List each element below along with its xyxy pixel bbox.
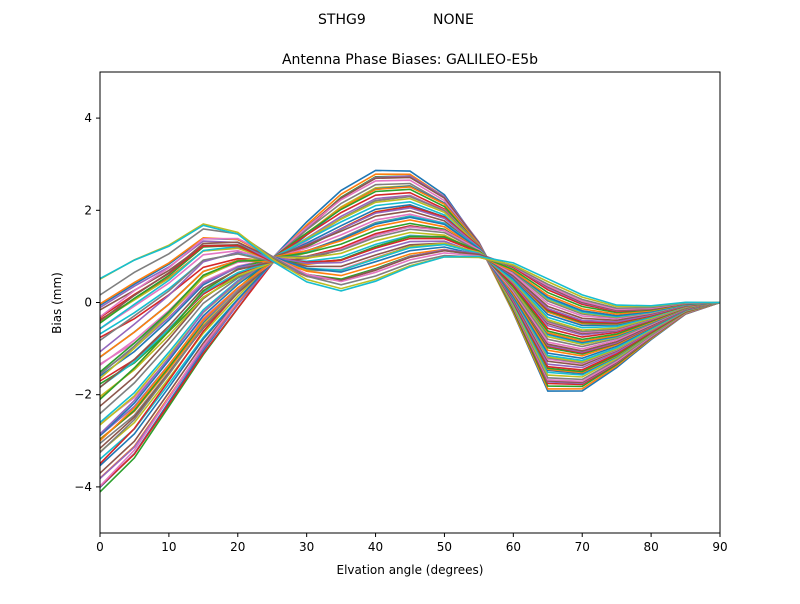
series-line [99, 203, 721, 437]
y-axis-ticks: −4 −2 0 2 4 [74, 111, 100, 494]
x-tick-label: 10 [161, 540, 176, 554]
series-line [99, 191, 721, 465]
series-lines [99, 169, 721, 493]
x-tick-label: 70 [575, 540, 590, 554]
series-line [99, 222, 721, 400]
series-line [99, 213, 721, 365]
series-line [99, 243, 721, 330]
x-tick-label: 80 [643, 540, 658, 554]
y-tick-label: 0 [84, 296, 92, 310]
series-line [99, 240, 721, 353]
y-tick-label: 2 [84, 203, 92, 217]
series-line [99, 237, 721, 318]
x-tick-label: 20 [230, 540, 245, 554]
x-tick-label: 0 [96, 540, 104, 554]
series-line [99, 224, 721, 307]
series-line [99, 228, 721, 310]
series-line [99, 200, 721, 424]
x-axis-ticks: 0 10 20 30 40 50 60 70 80 90 [96, 533, 728, 554]
series-line [99, 236, 721, 316]
series-line [99, 188, 721, 441]
y-axis-label: Bias (mm) [50, 272, 64, 334]
suptitle-station: STHG9 [318, 12, 366, 28]
y-tick-label: −2 [74, 388, 92, 402]
chart-title: Antenna Phase Biases: GALILEO-E5b [282, 52, 538, 68]
suptitle-antenna: NONE [433, 12, 474, 28]
series-line [99, 223, 720, 308]
x-tick-label: 90 [712, 540, 727, 554]
series-line [99, 179, 721, 487]
y-tick-label: 4 [84, 111, 92, 125]
x-tick-label: 50 [437, 540, 452, 554]
y-tick-label: −4 [74, 480, 92, 494]
x-tick-label: 30 [299, 540, 314, 554]
x-tick-label: 60 [506, 540, 521, 554]
x-axis-label: Elvation angle (degrees) [337, 563, 484, 577]
series-line [99, 169, 721, 488]
series-line [99, 231, 721, 380]
series-line [99, 207, 721, 435]
x-tick-label: 40 [368, 540, 383, 554]
